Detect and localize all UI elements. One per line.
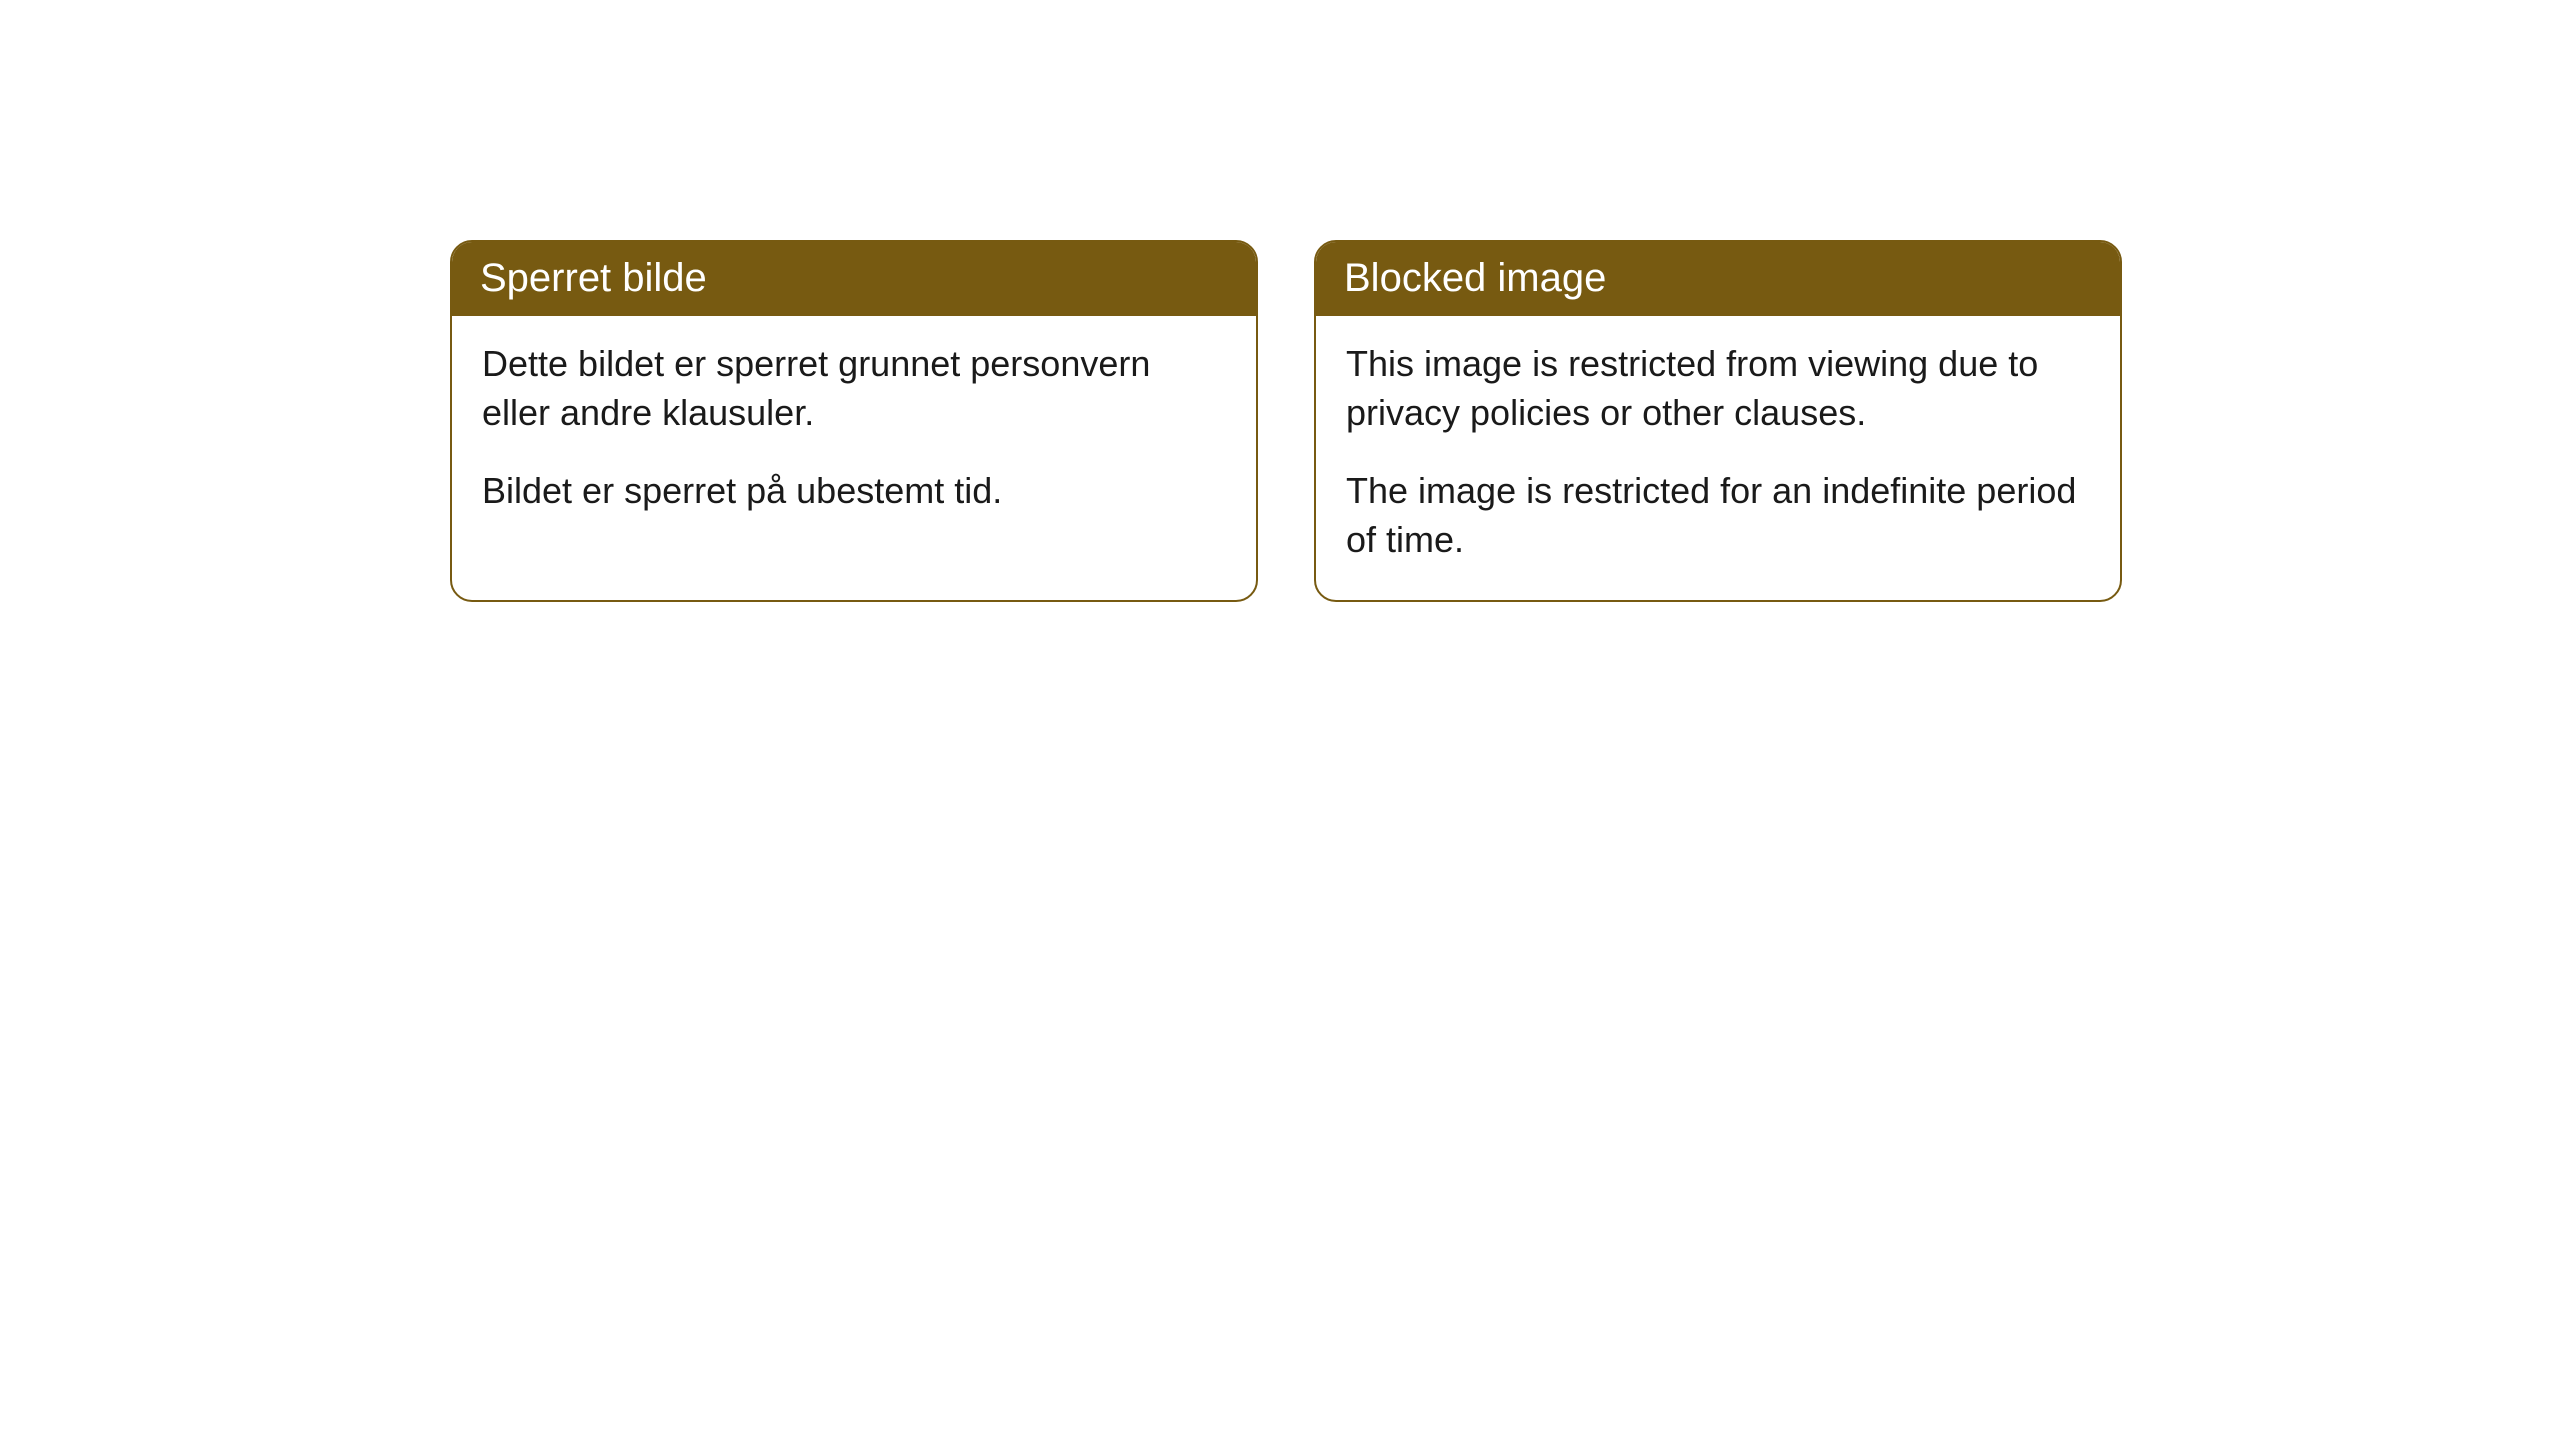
cards-container: Sperret bilde Dette bildet er sperret gr… [450,240,2122,602]
card-text-english-2: The image is restricted for an indefinit… [1346,467,2090,564]
card-text-norwegian-2: Bildet er sperret på ubestemt tid. [482,467,1226,516]
card-body-norwegian: Dette bildet er sperret grunnet personve… [452,316,1256,552]
card-body-english: This image is restricted from viewing du… [1316,316,2120,600]
card-header-english: Blocked image [1316,242,2120,316]
card-english: Blocked image This image is restricted f… [1314,240,2122,602]
card-text-english-1: This image is restricted from viewing du… [1346,340,2090,437]
card-norwegian: Sperret bilde Dette bildet er sperret gr… [450,240,1258,602]
card-text-norwegian-1: Dette bildet er sperret grunnet personve… [482,340,1226,437]
card-header-norwegian: Sperret bilde [452,242,1256,316]
